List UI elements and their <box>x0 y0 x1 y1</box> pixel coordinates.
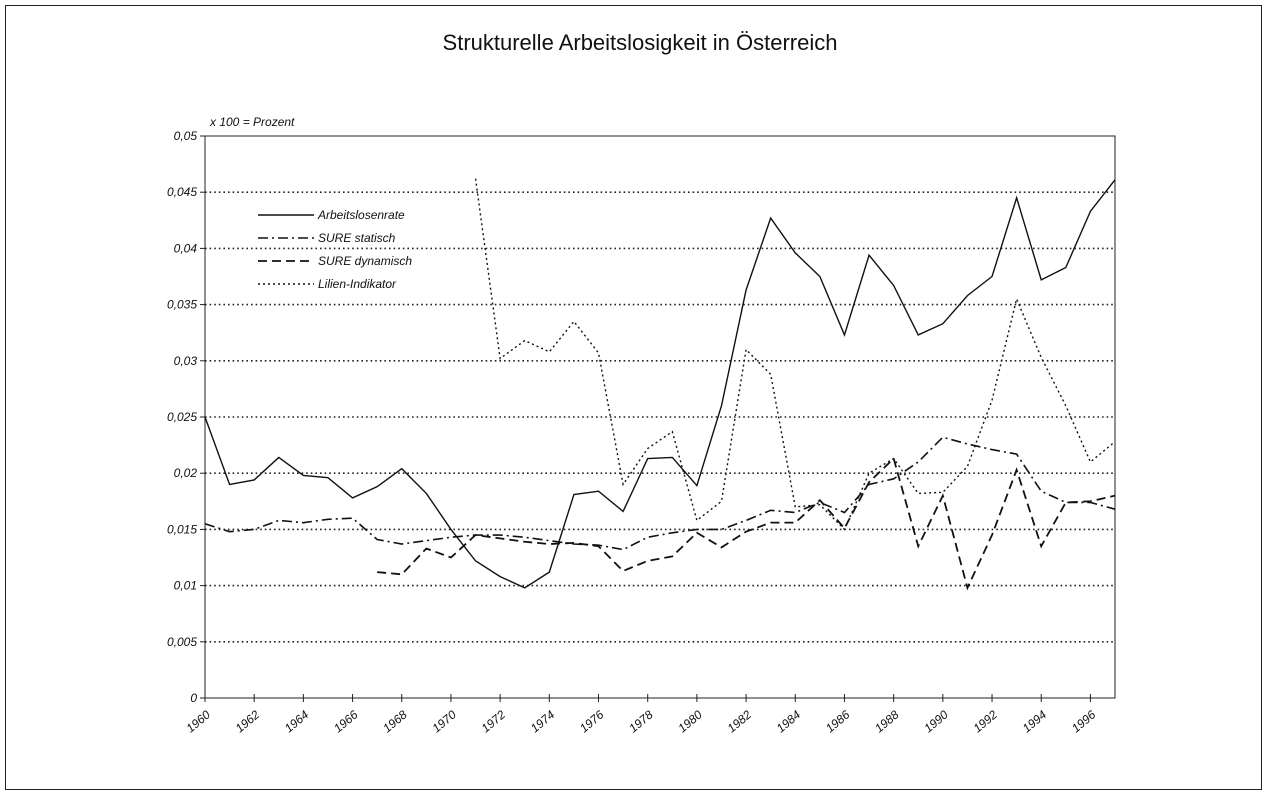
frame <box>5 5 1262 790</box>
x-tick-label: 1962 <box>233 707 263 735</box>
y-tick-label: 0,02 <box>174 466 198 480</box>
series-line <box>204 436 1116 551</box>
x-tick-label: 1966 <box>331 707 361 735</box>
x-tick-label: 1972 <box>479 707 509 735</box>
x-tick-label: 1988 <box>872 707 902 735</box>
series-line <box>377 456 1116 591</box>
y-tick-label: 0,05 <box>174 129 198 143</box>
x-tick-label: 1964 <box>282 707 312 735</box>
chart-title: Strukturelle Arbeitslosigkeit in Österre… <box>443 30 838 55</box>
legend-label: SURE statisch <box>318 231 396 245</box>
y-tick-label: 0,025 <box>167 410 197 424</box>
y-tick-label: 0,01 <box>174 579 197 593</box>
y-tick-label: 0 <box>190 691 197 705</box>
y-tick-label: 0,005 <box>167 635 197 649</box>
x-tick-label: 1990 <box>921 707 951 735</box>
x-tick-label: 1986 <box>823 707 853 735</box>
y-tick-label: 0,015 <box>167 522 197 536</box>
x-tick-label: 1996 <box>1069 707 1099 735</box>
x-tick-label: 1978 <box>626 707 656 735</box>
x-tick-label: 1968 <box>380 707 410 735</box>
series-line <box>474 178 1116 531</box>
x-tick-label: 1960 <box>183 707 213 735</box>
x-tick-label: 1984 <box>774 707 804 735</box>
y-tick-label: 0,04 <box>174 241 198 255</box>
legend-label: SURE dynamisch <box>318 254 412 268</box>
legend-label: Arbeitslosenrate <box>317 208 405 222</box>
legend-label: Lilien-Indikator <box>318 277 397 291</box>
y-tick-label: 0,03 <box>174 354 198 368</box>
x-tick-label: 1980 <box>675 707 705 735</box>
axis-note: x 100 = Prozent <box>209 115 295 129</box>
x-tick-label: 1992 <box>971 707 1001 735</box>
x-tick-label: 1976 <box>577 707 607 735</box>
x-tick-label: 1970 <box>429 707 459 735</box>
x-tick-label: 1974 <box>528 707 558 735</box>
y-tick-label: 0,035 <box>167 298 197 312</box>
x-tick-label: 1994 <box>1020 707 1050 735</box>
x-tick-label: 1982 <box>725 707 755 735</box>
series-line <box>204 179 1116 589</box>
y-tick-label: 0,045 <box>167 185 197 199</box>
